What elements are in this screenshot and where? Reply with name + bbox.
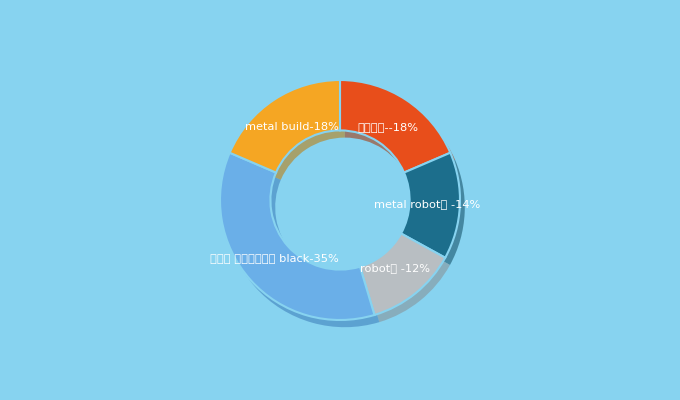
Wedge shape [360,234,445,315]
Text: robot魂 -12%: robot魂 -12% [360,263,430,273]
Wedge shape [220,153,375,320]
Wedge shape [230,80,340,172]
Wedge shape [235,87,345,180]
Wedge shape [345,87,455,180]
Text: 魂ウェブ--18%: 魂ウェブ--18% [358,122,419,132]
Text: metal robot魂 -14%: metal robot魂 -14% [375,199,481,209]
Wedge shape [225,160,379,327]
Wedge shape [406,160,465,265]
Text: metal build-18%: metal build-18% [245,122,339,132]
Wedge shape [340,80,450,172]
Wedge shape [401,153,460,258]
Wedge shape [364,241,450,322]
Text: 真骨彯 仮面ライダー black-35%: 真骨彯 仮面ライダー black-35% [210,253,339,263]
